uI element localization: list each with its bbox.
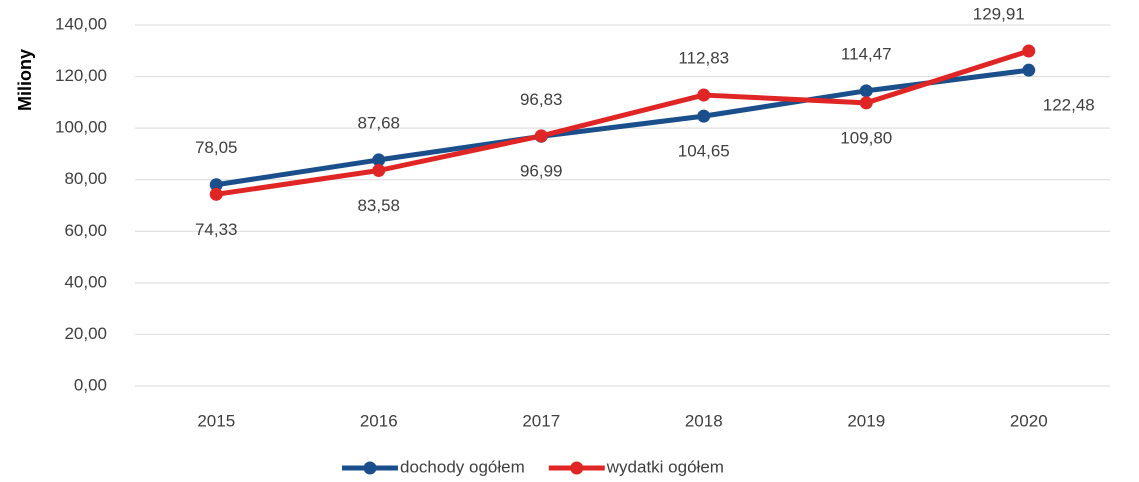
legend-marker [570, 461, 584, 475]
x-tick-label: 2016 [360, 411, 398, 430]
series-line [215, 48, 1030, 197]
data-point [697, 88, 711, 102]
x-tick-label: 2017 [522, 411, 560, 430]
y-tick-label: 140,00 [55, 14, 107, 33]
y-tick-label: 40,00 [64, 272, 107, 291]
legend-label: dochody ogółem [400, 457, 525, 476]
data-point [209, 178, 223, 192]
data-point [372, 163, 386, 177]
data-label: 112,83 [678, 49, 729, 68]
x-tick-label: 2015 [197, 411, 235, 430]
data-point [859, 96, 873, 110]
data-point [534, 129, 548, 143]
legend-marker [363, 461, 377, 475]
data-point [1022, 63, 1036, 77]
series-line [215, 67, 1030, 188]
y-tick-label: 20,00 [64, 324, 107, 343]
data-point [697, 109, 711, 123]
data-point [859, 84, 873, 98]
data-label: 129,91 [973, 5, 1025, 24]
x-tick-label: 2018 [685, 411, 723, 430]
y-tick-label: 120,00 [55, 66, 107, 85]
data-label: 96,83 [520, 90, 563, 109]
data-label: 96,99 [520, 161, 563, 180]
y-axis-title: Miliony [15, 49, 35, 111]
data-point [1022, 44, 1036, 58]
data-label: 78,05 [195, 138, 238, 157]
data-label: 114,47 [841, 44, 892, 63]
y-tick-label: 100,00 [55, 118, 107, 137]
y-tick-label: 0,00 [74, 375, 107, 394]
y-tick-label: 60,00 [64, 221, 107, 240]
data-label: 74,33 [195, 220, 238, 239]
data-label: 87,68 [357, 113, 400, 132]
x-tick-label: 2020 [1010, 411, 1048, 430]
data-label: 104,65 [678, 142, 730, 161]
data-label: 122,48 [1043, 96, 1095, 115]
data-label: 109,80 [840, 128, 892, 147]
data-point [209, 187, 223, 201]
data-point [372, 153, 386, 167]
y-tick-label: 80,00 [64, 169, 107, 188]
x-tick-label: 2019 [847, 411, 885, 430]
data-label: 83,58 [357, 196, 400, 215]
legend-label: wydatki ogółem [606, 457, 724, 476]
